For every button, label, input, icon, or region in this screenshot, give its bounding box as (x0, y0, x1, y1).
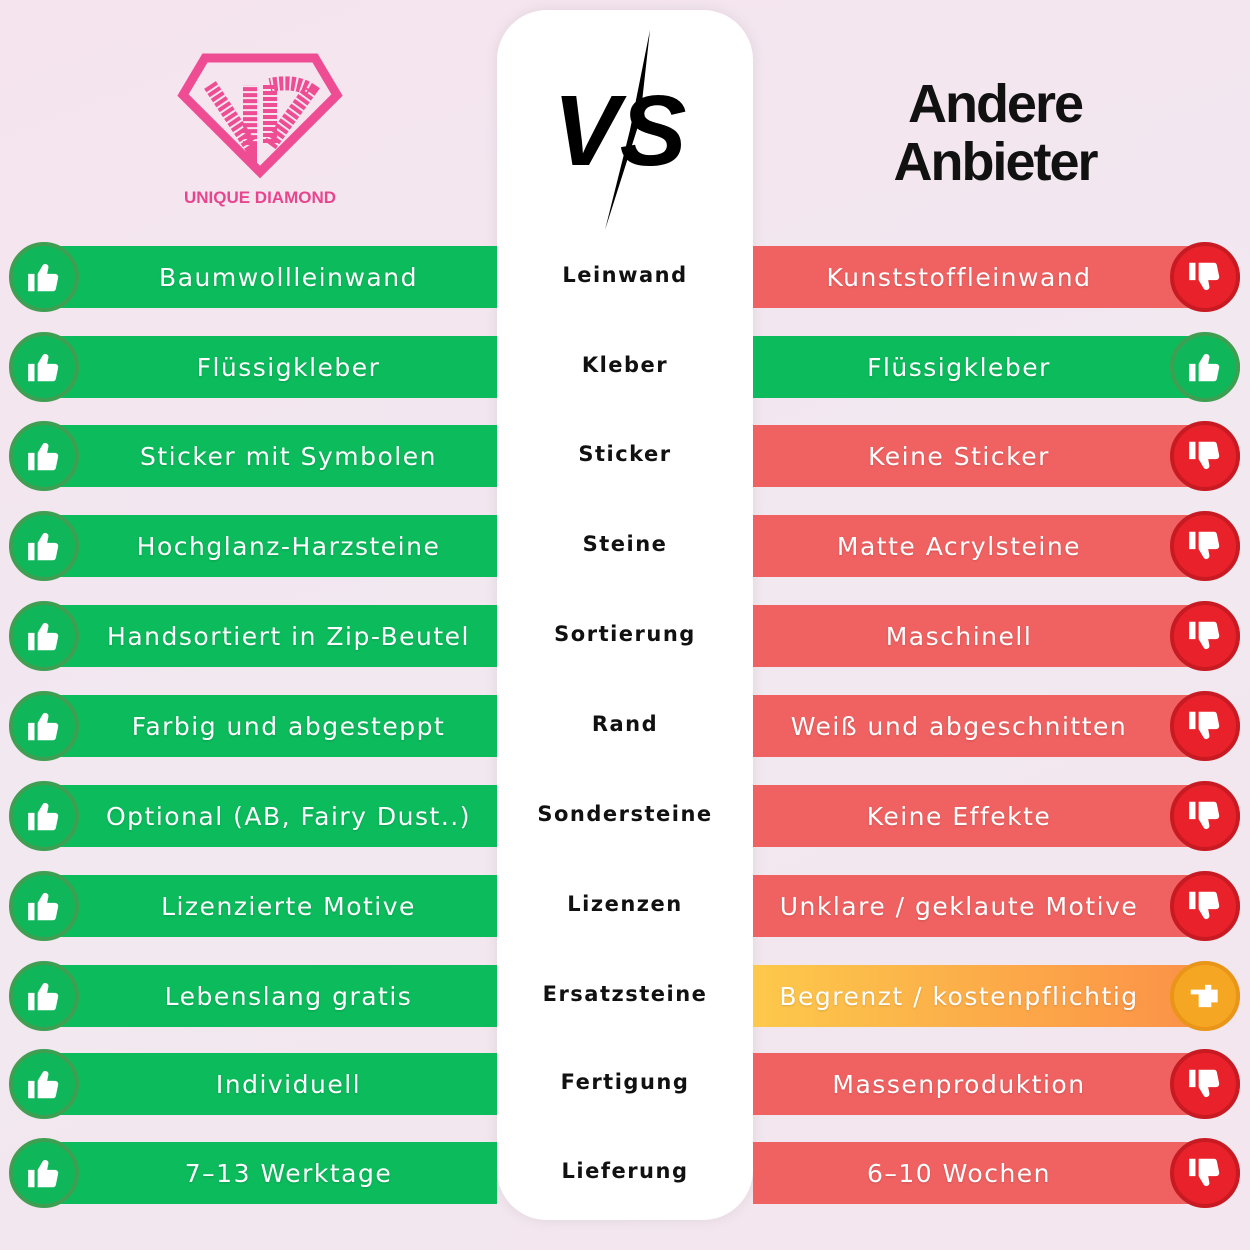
category-label: Sondersteine (537, 802, 713, 826)
category-label: Kleber (581, 353, 669, 377)
theirs-row: Kunststoffleinwand (753, 246, 1240, 308)
vs-icon: VS (553, 30, 686, 230)
theirs-row: Massenproduktion (753, 1053, 1240, 1115)
thumbs-down-icon (1170, 1138, 1240, 1208)
ours-value: Optional (AB, Fairy Dust..) (106, 801, 471, 831)
theirs-row: Matte Acrylsteine (753, 515, 1240, 577)
category-label: Fertigung (560, 1070, 690, 1094)
ours-row: Lebenslang gratis (10, 965, 497, 1027)
thumbs-up-icon (9, 871, 79, 941)
theirs-value: Matte Acrylsteine (836, 531, 1082, 561)
thumbs-up-icon (9, 961, 79, 1031)
ours-row: Farbig und abgesteppt (10, 695, 497, 757)
theirs-value: Weiß und abgeschnitten (790, 711, 1128, 741)
ours-row: Baumwollleinwand (10, 246, 497, 308)
thumbs-down-icon (1170, 511, 1240, 581)
theirs-row: 6–10 Wochen (753, 1142, 1240, 1204)
ours-value: Flüssigkleber (196, 352, 381, 382)
ours-value: Lizenzierte Motive (161, 891, 416, 921)
thumbs-up-icon (9, 511, 79, 581)
theirs-row: Begrenzt / kostenpflichtig (753, 965, 1240, 1027)
theirs-value: Flüssigkleber (867, 352, 1051, 382)
ours-row: Individuell (10, 1053, 497, 1115)
ours-value: Individuell (215, 1069, 362, 1099)
ours-value: Baumwollleinwand (159, 262, 418, 292)
thumbs-up-icon (9, 242, 79, 312)
thumbs-down-icon (1170, 691, 1240, 761)
category-label: Sortierung (554, 622, 696, 646)
category-label: Ersatzsteine (542, 982, 708, 1006)
unique-diamond-logo: UNIQUE DIAMOND (165, 50, 355, 208)
ours-value: Lebenslang gratis (164, 981, 413, 1011)
category-label: Leinwand (562, 263, 688, 287)
thumbs-down-icon (1170, 601, 1240, 671)
ours-row: Sticker mit Symbolen (10, 425, 497, 487)
category-label: Rand (591, 712, 659, 736)
ours-row: 7–13 Werktage (10, 1142, 497, 1204)
theirs-row: Keine Effekte (753, 785, 1240, 847)
theirs-value: Kunststoffleinwand (826, 262, 1092, 292)
category-label: Sticker (578, 442, 672, 466)
theirs-row: Keine Sticker (753, 425, 1240, 487)
ours-row: Handsortiert in Zip-Beutel (10, 605, 497, 667)
thumbs-up-icon (9, 601, 79, 671)
ours-row: Optional (AB, Fairy Dust..) (10, 785, 497, 847)
diamond-logo-icon (177, 53, 343, 179)
theirs-value: Unklare / geklaute Motive (779, 891, 1139, 921)
thumbs-up-icon (9, 1138, 79, 1208)
theirs-row: Weiß und abgeschnitten (753, 695, 1240, 757)
theirs-value: Keine Sticker (868, 441, 1050, 471)
logo-text: UNIQUE DIAMOND (183, 188, 337, 207)
competitor-title-line2: Anbieter (893, 132, 1098, 192)
ours-value: Sticker mit Symbolen (140, 441, 437, 471)
ours-value: Hochglanz-Harzsteine (136, 531, 441, 561)
center-column (497, 10, 753, 1220)
thumbs-up-icon (9, 421, 79, 491)
theirs-value: Keine Effekte (866, 801, 1052, 831)
theirs-row: Unklare / geklaute Motive (753, 875, 1240, 937)
theirs-row: Maschinell (753, 605, 1240, 667)
ours-row: Lizenzierte Motive (10, 875, 497, 937)
thumbs-down-icon (1170, 421, 1240, 491)
hand-sideways-icon (1170, 961, 1240, 1031)
competitor-title-line1: Andere (907, 74, 1084, 134)
thumbs-up-icon (9, 332, 79, 402)
ours-row: Flüssigkleber (10, 336, 497, 398)
ours-value: 7–13 Werktage (184, 1158, 393, 1188)
ours-row: Hochglanz-Harzsteine (10, 515, 497, 577)
thumbs-up-icon (9, 1049, 79, 1119)
thumbs-up-icon (9, 691, 79, 761)
category-label: Steine (582, 532, 668, 556)
thumbs-down-icon (1170, 871, 1240, 941)
theirs-value: Maschinell (885, 621, 1033, 651)
thumbs-up-icon (9, 781, 79, 851)
theirs-value: Begrenzt / kostenpflichtig (779, 981, 1139, 1011)
theirs-value: 6–10 Wochen (866, 1158, 1052, 1188)
category-label: Lieferung (561, 1159, 689, 1183)
ours-value: Handsortiert in Zip-Beutel (107, 621, 470, 651)
theirs-row: Flüssigkleber (753, 336, 1240, 398)
ours-value: Farbig und abgesteppt (131, 711, 446, 741)
thumbs-down-icon (1170, 1049, 1240, 1119)
thumbs-down-icon (1170, 242, 1240, 312)
vs-label: VS (553, 75, 686, 187)
category-label: Lizenzen (567, 892, 683, 916)
thumbs-up-icon (1170, 332, 1240, 402)
competitor-title: Andere Anbieter (840, 75, 1150, 191)
thumbs-down-icon (1170, 781, 1240, 851)
theirs-value: Massenproduktion (832, 1069, 1086, 1099)
